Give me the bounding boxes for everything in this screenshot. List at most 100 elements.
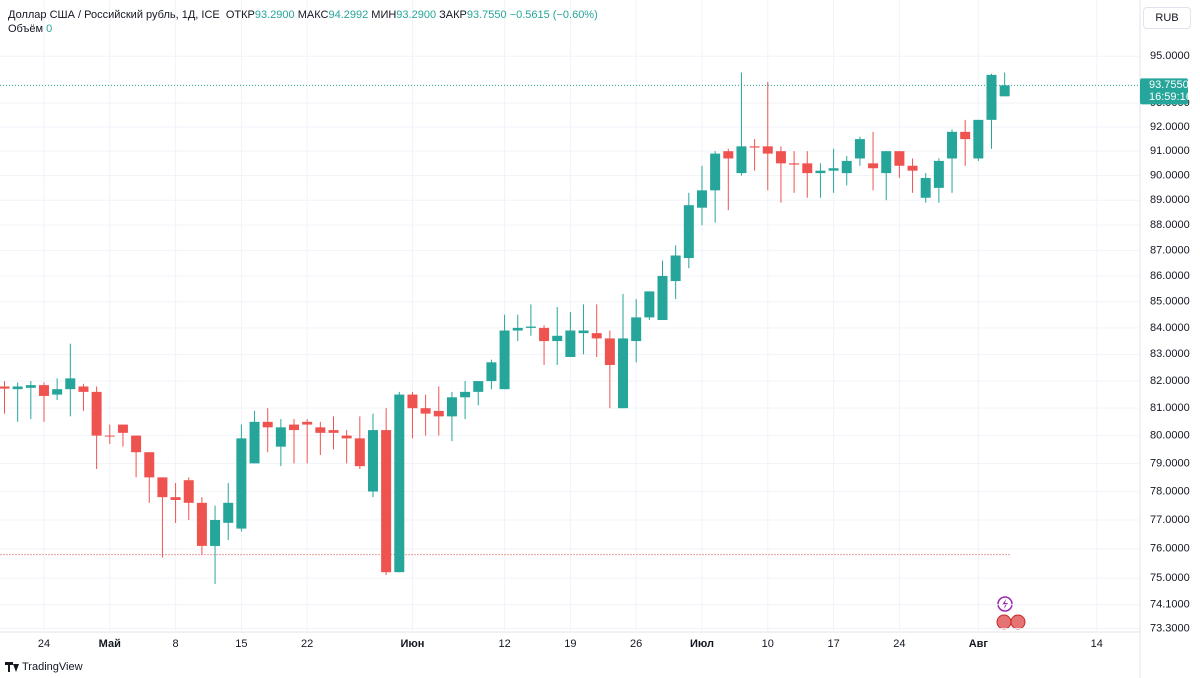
candle-body — [157, 477, 168, 498]
candle-body — [828, 168, 839, 171]
candle-body — [117, 424, 128, 433]
y-tick-label: 85.0000 — [1150, 296, 1190, 308]
volume-value: 0 — [46, 23, 53, 35]
countdown-label: 16:59:16 — [1149, 91, 1192, 103]
candle-body — [881, 151, 892, 174]
currency-button[interactable]: RUB — [1143, 7, 1191, 29]
candle-body — [196, 502, 207, 546]
candle-body — [696, 190, 707, 208]
x-tick-label: 10 — [762, 638, 774, 650]
legend-row: Доллар США / Российский рубль, 1Д, ICE О… — [8, 9, 598, 23]
y-tick-label: 88.0000 — [1150, 219, 1190, 231]
y-tick-label: 80.0000 — [1150, 429, 1190, 441]
candle-body — [460, 391, 471, 398]
candle-body — [289, 424, 300, 431]
candle-body — [394, 394, 405, 573]
x-tick-label: 24 — [893, 638, 905, 650]
volume-label: Объём — [8, 23, 44, 35]
candle-body — [591, 333, 602, 339]
y-tick-label: 74.1000 — [1150, 599, 1190, 611]
candle-body — [38, 385, 49, 396]
candle-body — [52, 389, 63, 395]
x-tick-label: 24 — [38, 638, 50, 650]
candle-body — [525, 326, 536, 328]
candle-body — [236, 438, 247, 529]
candle-body — [275, 427, 286, 447]
candle-body — [341, 435, 352, 439]
candle-body — [841, 160, 852, 174]
ohlc-value: 94.2992 — [328, 9, 369, 21]
y-tick-label: 87.0000 — [1150, 244, 1190, 256]
x-tick-label: 15 — [235, 638, 247, 650]
brand: TradingView — [22, 661, 83, 673]
candle-body — [631, 317, 642, 342]
candle-body — [789, 163, 800, 165]
candle-body — [657, 275, 668, 321]
candle-body — [381, 430, 392, 573]
candle-body — [762, 146, 773, 154]
candle-body — [315, 427, 326, 433]
candle-body — [25, 385, 36, 388]
ohlc-value: 93.7550 — [466, 9, 507, 21]
candle-body — [91, 391, 102, 436]
candle-body — [420, 408, 431, 414]
candle-body — [723, 151, 734, 159]
x-tick-label: 8 — [173, 638, 179, 650]
candle-body — [131, 435, 142, 453]
event-icons — [996, 596, 1026, 630]
candle-body — [920, 178, 931, 198]
candle-body — [433, 410, 444, 417]
candle-body — [907, 165, 918, 171]
ohlc-label: ОТКР — [225, 9, 255, 21]
y-tick-label: 79.0000 — [1150, 457, 1190, 469]
candle-body — [565, 330, 576, 357]
candle-body — [328, 430, 339, 433]
candle-body — [894, 151, 905, 166]
candle-body — [223, 502, 234, 523]
x-tick-label: Июл — [690, 638, 714, 650]
candle-body — [486, 362, 497, 382]
x-tick-label: 19 — [564, 638, 576, 650]
candle-body — [12, 386, 23, 390]
y-tick-label: 78.0000 — [1150, 485, 1190, 497]
candle-body — [354, 438, 365, 467]
candle-body — [262, 421, 273, 428]
candle-body — [999, 85, 1010, 97]
y-tick-label: 91.0000 — [1150, 145, 1190, 157]
y-tick-label: 83.0000 — [1150, 348, 1190, 360]
candle-body — [144, 452, 155, 478]
y-tick-label: 82.0000 — [1150, 375, 1190, 387]
flag-icon — [1010, 614, 1026, 630]
candle-body — [604, 338, 615, 365]
candle-body — [183, 480, 194, 503]
y-tick-label: 95.0000 — [1150, 50, 1190, 62]
candle-body — [670, 255, 681, 282]
candle-body — [210, 519, 221, 546]
last-price-label: 93.7550 — [1149, 79, 1189, 91]
logo-mark — [5, 662, 19, 672]
ohlc-label: МИН — [371, 9, 397, 21]
candle-body — [802, 163, 813, 174]
symbol-title: Доллар США / Российский рубль, 1Д, ICE — [8, 9, 220, 21]
candle-body — [249, 421, 260, 464]
candle-body — [552, 335, 563, 342]
candle-body — [736, 146, 747, 174]
candle-body — [986, 74, 997, 120]
candle-body — [512, 327, 523, 331]
legend: Доллар США / Российский рубль, 1Д, ICE О… — [8, 9, 598, 37]
y-tick-label: 84.0000 — [1150, 322, 1190, 334]
event-icon — [1002, 599, 1008, 609]
y-tick-label: 81.0000 — [1150, 402, 1190, 414]
candle-body — [65, 378, 76, 390]
candle-body — [815, 170, 826, 174]
candle-body — [960, 131, 971, 140]
ohlc-value: 93.2900 — [396, 9, 437, 21]
candle-body — [367, 430, 378, 492]
y-tick-label: 77.0000 — [1150, 514, 1190, 526]
flag-icon — [996, 614, 1012, 630]
candle-body — [104, 435, 115, 437]
candle-body — [170, 497, 181, 500]
y-tick-label: 92.0000 — [1150, 121, 1190, 133]
